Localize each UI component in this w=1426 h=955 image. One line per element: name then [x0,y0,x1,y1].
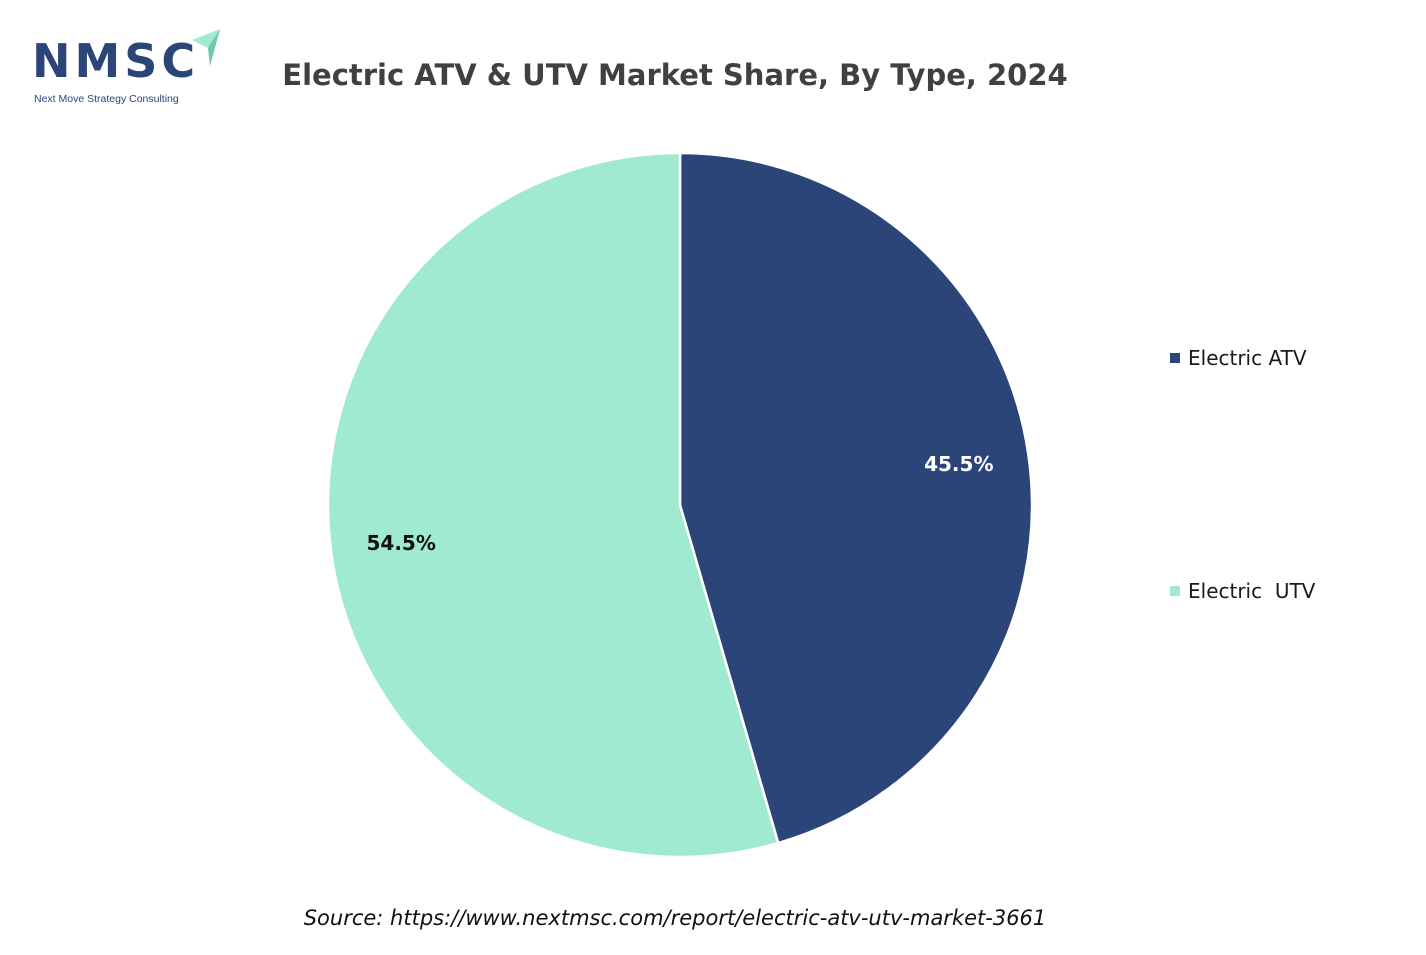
legend-swatch [1170,353,1180,363]
nmsc-logo: NMSC Next Move Strategy Consulting [30,26,230,110]
logo-text: NMSC [32,34,200,88]
legend-label: Electric UTV [1188,579,1316,603]
legend-item-electric-atv: Electric ATV [1170,346,1307,370]
chart-title: Electric ATV & UTV Market Share, By Type… [282,58,1068,92]
data-label-electric-utv: 54.5% [367,531,436,555]
pie-slice-electric-utv [326,151,780,859]
source-citation: Source: https://www.nextmsc.com/report/e… [303,906,1047,930]
legend-swatch [1170,586,1180,596]
pie-slice-electric-atv [678,151,1034,845]
legend-label: Electric ATV [1188,346,1307,370]
logo-arrow-icon [192,29,220,66]
data-label-electric-atv: 45.5% [924,452,993,476]
logo-tagline: Next Move Strategy Consulting [34,93,179,105]
legend-item-electric-utv: Electric UTV [1170,579,1315,603]
